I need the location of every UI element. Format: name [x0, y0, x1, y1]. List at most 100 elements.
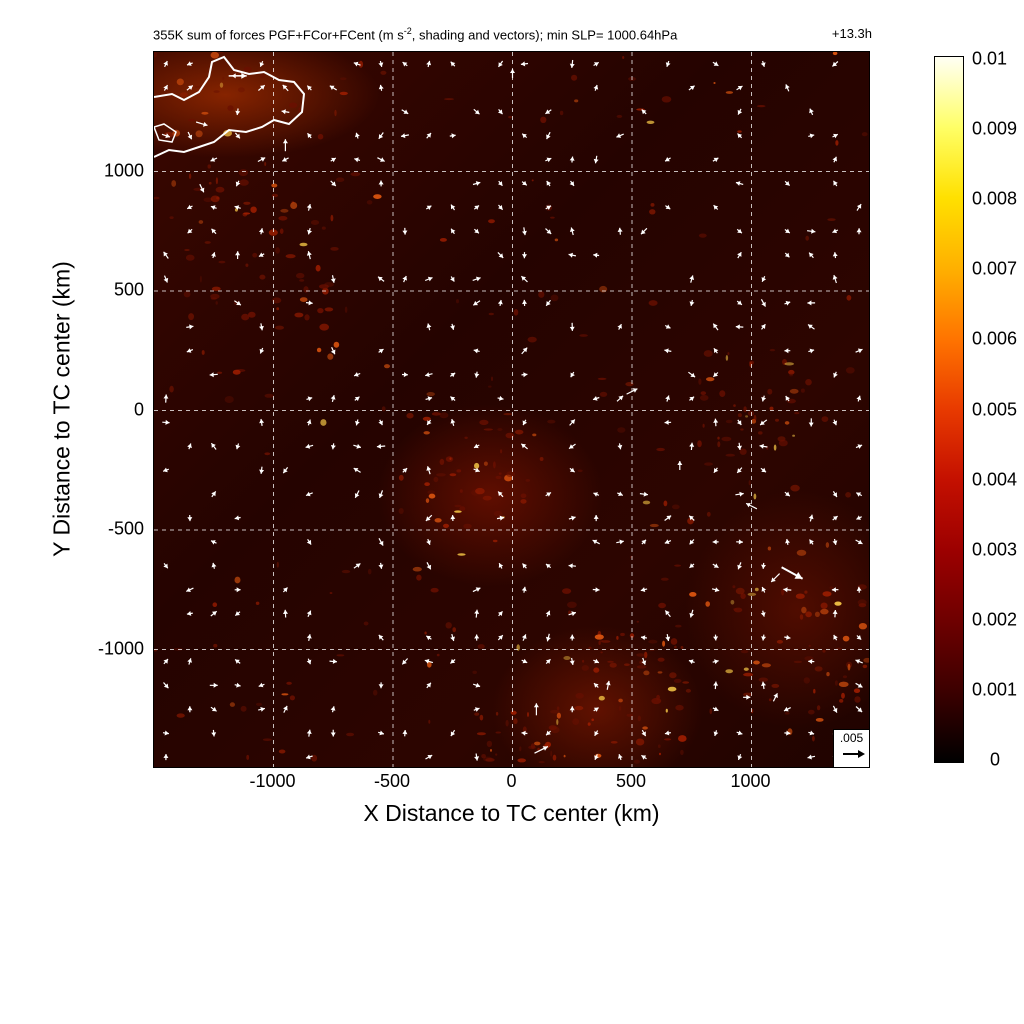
force-vector — [378, 562, 384, 569]
shading-speckle — [792, 434, 795, 437]
shading-speckle — [685, 688, 692, 693]
force-vector — [784, 228, 791, 234]
force-vector — [736, 85, 743, 91]
shading-speckle — [472, 670, 478, 674]
shading-speckle — [822, 591, 832, 597]
x-tick-label: -500 — [373, 771, 411, 791]
force-vector — [545, 228, 552, 235]
force-vector — [737, 419, 742, 426]
force-vector — [545, 658, 551, 665]
force-vector — [545, 205, 552, 210]
shading-speckle — [539, 457, 544, 461]
reference-vector-box: .005 — [833, 729, 869, 767]
shading-speckle — [725, 91, 734, 94]
shading-speckle — [667, 686, 677, 692]
force-vector — [283, 609, 288, 618]
shading-speckle — [642, 726, 648, 730]
force-vector — [713, 634, 719, 641]
force-vector — [426, 323, 432, 331]
force-vector — [330, 157, 337, 163]
shading-speckle — [439, 412, 449, 419]
coastline — [154, 55, 306, 158]
shading-speckle — [238, 169, 248, 177]
shading-speckle — [816, 705, 821, 711]
shading-speckle — [825, 542, 830, 548]
force-vector — [592, 396, 600, 401]
shading-speckle — [503, 413, 513, 416]
shading-speckle — [669, 672, 677, 679]
force-vector — [569, 180, 575, 187]
force-vector — [832, 515, 838, 521]
force-vector — [522, 563, 527, 569]
force-vector — [593, 61, 600, 67]
force-vector — [784, 634, 791, 640]
force-vector — [378, 132, 384, 140]
shading-speckle — [373, 194, 382, 200]
shading-speckle — [781, 588, 785, 596]
force-vector — [195, 121, 208, 127]
force-vector — [832, 228, 839, 234]
shading-speckle — [610, 741, 618, 744]
shading-speckle — [495, 711, 499, 716]
force-vector — [520, 443, 528, 450]
force-vector — [402, 729, 408, 737]
force-vector — [737, 562, 742, 570]
shading-speckle — [556, 712, 561, 719]
shading-speckle — [642, 500, 651, 505]
shading-speckle — [384, 364, 390, 369]
force-vector — [569, 227, 575, 236]
force-vector — [640, 227, 648, 235]
force-vector — [833, 634, 838, 641]
force-vector — [689, 609, 695, 618]
shading-speckle — [525, 479, 530, 482]
force-vector — [784, 252, 790, 258]
force-vector — [783, 706, 791, 712]
shading-speckle — [574, 705, 584, 711]
force-vector — [307, 227, 312, 235]
force-vector — [641, 729, 647, 737]
shading-speckle — [747, 592, 757, 597]
force-vector — [568, 443, 576, 450]
force-vector — [186, 324, 194, 330]
force-vector — [473, 205, 480, 210]
force-vector — [689, 396, 695, 402]
shading-speckle — [222, 76, 225, 80]
force-vector — [425, 205, 432, 210]
shading-speckle — [188, 313, 194, 321]
force-vector — [353, 61, 361, 67]
force-vector — [664, 419, 672, 425]
shading-speckle — [255, 601, 260, 605]
force-vector — [496, 515, 505, 521]
shading-speckle — [768, 698, 772, 702]
shading-speckle — [474, 712, 480, 716]
shading-speckle — [803, 677, 810, 684]
force-vector — [472, 300, 481, 306]
shading-speckle — [363, 621, 369, 626]
shading-speckle — [493, 461, 496, 469]
force-vector — [736, 467, 743, 474]
shading-speckle — [835, 140, 839, 146]
force-vector — [569, 657, 575, 666]
shading-speckle — [577, 469, 583, 473]
shading-speckle — [285, 254, 296, 259]
force-vector — [856, 515, 862, 520]
shading-speckle — [794, 412, 800, 415]
shading-speckle — [657, 744, 661, 748]
shading-speckle — [476, 732, 486, 736]
shading-speckle — [671, 504, 680, 510]
force-vector — [832, 252, 838, 259]
shading-speckle — [598, 695, 605, 701]
shading-speckle — [457, 553, 466, 556]
force-vector — [162, 730, 169, 736]
shading-speckle — [709, 708, 713, 715]
force-vector — [808, 418, 814, 427]
force-vector — [783, 587, 792, 593]
x-axis-label: X Distance to TC center (km) — [363, 800, 660, 826]
shading-speckle — [820, 602, 828, 609]
shading-speckle — [800, 388, 805, 393]
shading-speckle — [479, 419, 489, 426]
force-vector — [808, 133, 815, 139]
shading-speckle — [154, 196, 160, 200]
force-vector — [664, 157, 671, 162]
shading-speckle — [449, 473, 457, 477]
